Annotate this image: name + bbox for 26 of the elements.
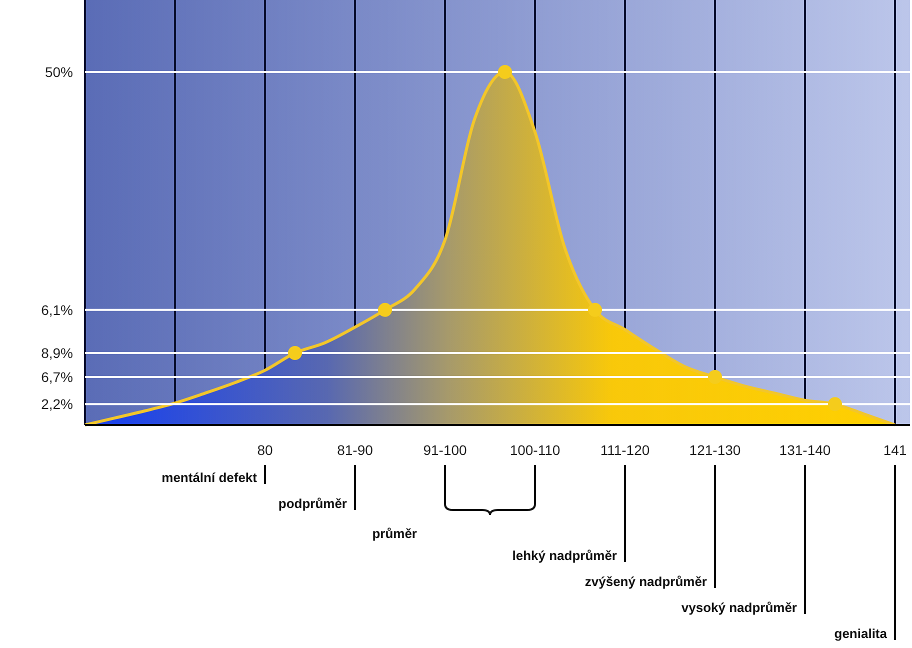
x-tick-label: 91-100 [423, 442, 468, 458]
point [828, 397, 842, 412]
x-tick-label: 80 [257, 442, 273, 458]
x-tick-label: 100-110 [510, 442, 560, 458]
text: 2,2% [41, 396, 73, 412]
text: 6,1% [41, 302, 73, 318]
text: lehký nadprůměr [512, 548, 617, 563]
point [588, 302, 602, 317]
x-tick-label: 111-120 [600, 442, 650, 458]
x-tick-label: 121-130 [689, 442, 741, 458]
text: 50% [44, 64, 73, 80]
text: podprůměr [278, 496, 347, 511]
point [288, 346, 302, 360]
text: genialita [834, 626, 888, 641]
x-tick-label: 131-140 [779, 442, 831, 458]
text: vysoký nadprůměr [681, 600, 797, 615]
text: mentální defekt [162, 470, 258, 485]
point [708, 370, 722, 384]
point [378, 302, 392, 317]
x-tick-label: 141 [883, 442, 907, 458]
x-tick-label: 81-90 [337, 442, 374, 458]
point [498, 65, 512, 79]
text: 6,7% [41, 368, 73, 385]
text: 8,9% [41, 344, 73, 361]
text: průměr [372, 526, 417, 541]
text: zvýšený nadprůměr [584, 574, 707, 589]
